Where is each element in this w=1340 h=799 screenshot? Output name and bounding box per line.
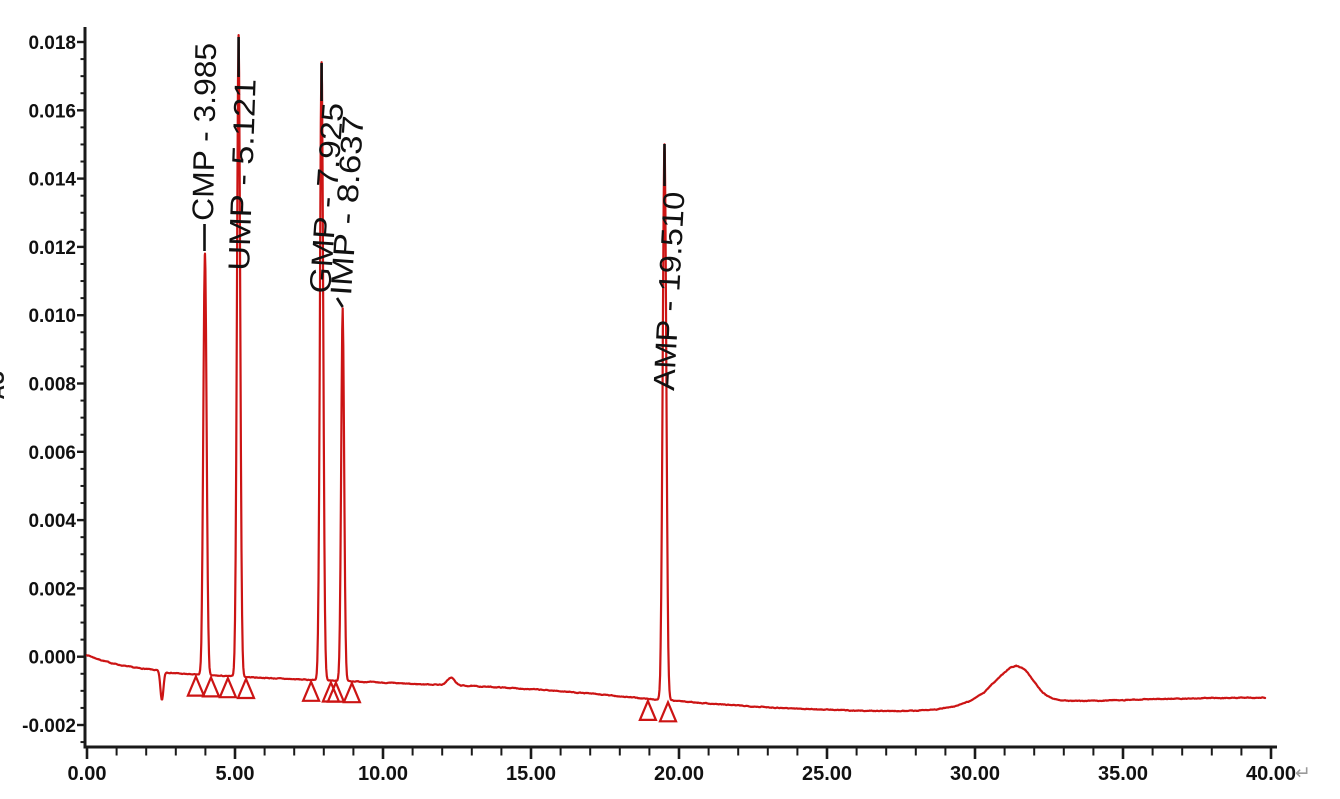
chromatogram-trace: [85, 34, 1267, 713]
x-axis: 0.00 5.00 10.00 15.00 20.00 25.00 30.00 35.00 40…: [68, 745, 1311, 785]
integration-marker-AMP: [658, 699, 678, 723]
y-tick-label: 0.008: [28, 375, 76, 396]
integration-marker-UMP: [236, 676, 256, 700]
peak-label-UMP: UMP - 5.121: [223, 78, 263, 271]
x-tick-label: 5.00: [216, 763, 255, 785]
y-tick-label: 0.014: [28, 170, 76, 191]
y-tick-label: 0.000: [28, 648, 76, 669]
peak-label-CMP: CMP - 3.985: [187, 43, 223, 222]
y-tick-label: 0.016: [28, 101, 76, 122]
x-tick-label: 20.00: [654, 763, 704, 785]
y-tick-label: 0.006: [28, 443, 76, 464]
y-tick-label: 0.010: [28, 306, 76, 327]
y-tick-label: 0.004: [28, 511, 76, 532]
integration-marker-AMP: [638, 698, 658, 721]
x-tick-label: 0.00: [68, 763, 107, 785]
integration-marker-IMP: [326, 679, 346, 703]
y-axis: 0.018 0.016 0.014 0.012 0.010 0.008 0.006 0.004…: [22, 27, 87, 749]
integration-marker-IMP: [342, 680, 362, 704]
paragraph-return-mark: ↵: [1295, 762, 1311, 784]
integration-marker-GMP: [301, 678, 321, 702]
integration-markers: [186, 673, 678, 723]
integration-marker-CMP: [186, 673, 206, 697]
x-tick-label: 15.00: [506, 763, 556, 785]
peak-label-tick-IMP: [335, 297, 344, 308]
y-tick-label: 0.018: [28, 33, 76, 54]
y-tick-label: 0.002: [28, 579, 76, 600]
y-axis-title: AU: [0, 370, 9, 400]
x-tick-label: 10.00: [358, 763, 408, 785]
x-tick-label: 25.00: [802, 763, 852, 785]
x-tick-label: 40.00: [1246, 763, 1296, 785]
x-tick-label: 35.00: [1098, 763, 1148, 785]
integration-marker-UMP: [218, 675, 238, 699]
y-tick-label: -0.002: [22, 716, 76, 737]
peak-label-AMP: AMP - 19.510: [648, 191, 691, 391]
x-tick-label: 30.00: [950, 763, 1000, 785]
integration-marker-CMP: [201, 674, 221, 698]
y-tick-label: 0.012: [28, 238, 76, 259]
